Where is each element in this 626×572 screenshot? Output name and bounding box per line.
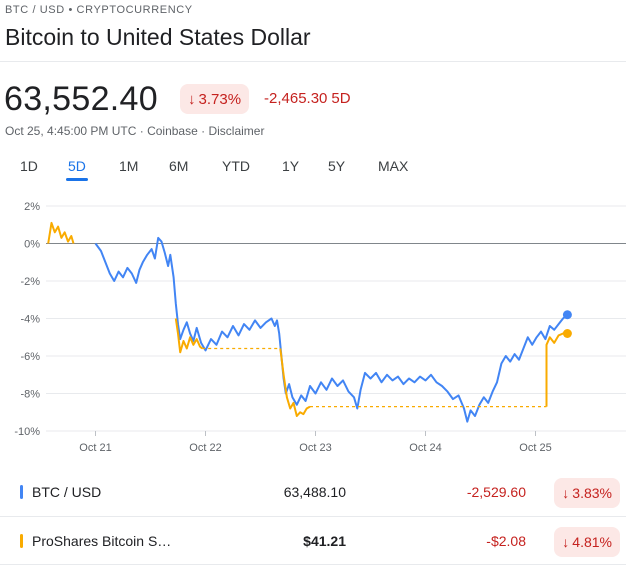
legend-name: BTC / USD — [32, 484, 102, 500]
header-divider — [0, 61, 626, 62]
change-period: 5D — [331, 90, 351, 107]
legend-value: $41.21 — [303, 533, 346, 549]
breadcrumb: BTC / USD • CRYPTOCURRENCY — [5, 4, 193, 16]
tab-5d[interactable]: 5D — [66, 158, 88, 181]
series-line-btc — [94, 236, 569, 423]
legend-divider — [0, 564, 626, 565]
legend-change: -2,529.60 — [466, 484, 526, 500]
price-chart[interactable]: 2% 0% -2% -4% -6% -8% -10% Oct 21 Oct 22 Oct 23 Oc… — [0, 196, 626, 461]
arrow-down-icon: ↓ — [562, 534, 570, 550]
y-tick-label: -8% — [20, 389, 40, 401]
tab-1d[interactable]: 1D — [20, 158, 38, 174]
series-line-proshares — [279, 348, 311, 417]
percent-change-value: 3.73% — [198, 90, 242, 108]
quote-timestamp: Oct 25, 4:45:00 PM UTC — [5, 124, 137, 138]
series-end-dot — [562, 329, 572, 338]
legend-percent-value: 3.83% — [572, 485, 612, 501]
legend-row-btc[interactable]: BTC / USD 63,488.10 -2,529.60 ↓ 3.83% — [0, 474, 626, 514]
series-end-dot — [562, 310, 572, 320]
series-line-proshares — [545, 332, 568, 407]
meta-separator: · — [201, 124, 206, 138]
quote-meta: Oct 25, 4:45:00 PM UTC · Coinbase · Disc… — [5, 124, 264, 138]
x-tick-label: Oct 21 — [79, 442, 111, 454]
absolute-change-value: -2,465.30 — [264, 90, 328, 107]
page-title: Bitcoin to United States Dollar — [5, 24, 311, 50]
y-tick-label: 0% — [24, 239, 40, 251]
legend-value: 63,488.10 — [283, 484, 346, 500]
y-tick-label: 2% — [24, 201, 40, 213]
current-price: 63,552.40 — [4, 80, 158, 118]
arrow-down-icon: ↓ — [562, 485, 570, 501]
x-tick-label: Oct 25 — [519, 442, 551, 454]
data-source: Coinbase — [147, 124, 198, 138]
x-tick-label: Oct 23 — [299, 442, 331, 454]
legend-change: -$2.08 — [486, 533, 526, 549]
meta-separator: · — [139, 124, 144, 138]
legend-row-proshares[interactable]: ProShares Bitcoin S… $41.21 -$2.08 ↓ 4.81… — [0, 523, 626, 563]
y-tick-label: -4% — [20, 314, 40, 326]
arrow-down-icon: ↓ — [188, 90, 196, 108]
legend-color-bar — [20, 485, 23, 499]
x-tick-label: Oct 22 — [189, 442, 221, 454]
y-tick-label: -10% — [14, 426, 40, 438]
series-line-proshares — [47, 221, 75, 244]
tab-6m[interactable]: 6M — [169, 158, 189, 174]
absolute-change: -2,465.30 5D — [264, 90, 351, 107]
disclaimer-link[interactable]: Disclaimer — [208, 124, 265, 138]
series-line-proshares — [174, 318, 203, 354]
legend-percent-badge: ↓ 3.83% — [554, 478, 620, 508]
y-tick-label: -6% — [20, 351, 40, 363]
legend-name: ProShares Bitcoin S… — [32, 533, 172, 549]
tab-1y[interactable]: 1Y — [282, 158, 300, 174]
legend-percent-badge: ↓ 4.81% — [554, 527, 620, 557]
percent-change-badge: ↓ 3.73% — [180, 84, 250, 114]
legend-color-bar — [20, 534, 23, 548]
tab-5y[interactable]: 5Y — [328, 158, 346, 174]
legend-divider — [0, 516, 626, 517]
tab-ytd[interactable]: YTD — [222, 158, 250, 174]
x-tick-label: Oct 24 — [409, 442, 441, 454]
y-tick-label: -2% — [20, 276, 40, 288]
legend-percent-value: 4.81% — [572, 534, 612, 550]
tab-1m[interactable]: 1M — [119, 158, 139, 174]
range-tabs: 1D 5D 1M 6M YTD 1Y 5Y MAX — [0, 158, 626, 181]
tab-max[interactable]: MAX — [378, 158, 409, 174]
